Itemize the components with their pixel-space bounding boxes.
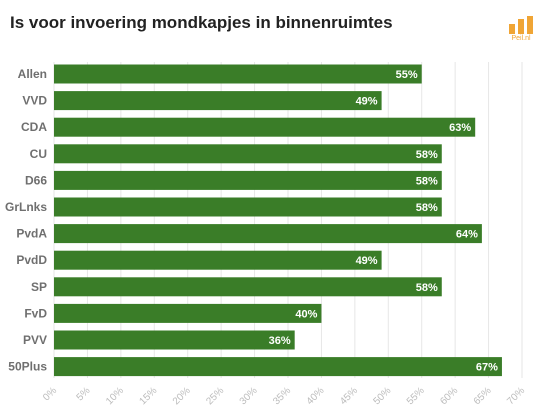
x-tick-label: 60% [438, 385, 460, 407]
category-label: PVV [23, 333, 47, 347]
x-tick-label: 40% [305, 385, 327, 407]
x-tick-label: 45% [338, 385, 360, 407]
bar-pvdd [54, 250, 382, 270]
bar-grlnks [54, 197, 442, 217]
bar-50plus [54, 357, 502, 377]
value-label: 49% [356, 255, 378, 267]
x-tick-label: 10% [104, 385, 126, 407]
value-label: 64% [456, 229, 478, 241]
bar-chart-logo-icon [509, 16, 533, 34]
value-label: 63% [449, 122, 471, 134]
x-tick-label: 25% [204, 385, 226, 407]
category-label: VVD [22, 94, 47, 108]
value-label: 58% [416, 175, 438, 187]
value-label: 67% [476, 362, 498, 374]
category-label: CDA [21, 120, 47, 134]
x-tick-label: 65% [472, 385, 494, 407]
category-label: PvdD [16, 253, 47, 267]
x-tick-label: 15% [137, 385, 159, 407]
category-label: SP [31, 280, 47, 294]
bar-pvv [54, 330, 295, 350]
value-label: 58% [416, 149, 438, 161]
category-label: Allen [18, 67, 47, 81]
x-tick-label: 55% [405, 385, 427, 407]
bar-sp [54, 277, 442, 297]
x-tick-label: 0% [41, 385, 59, 403]
x-tick-label: 5% [75, 385, 93, 403]
logo-text: Peil.nl [511, 35, 531, 42]
grid-lines [53, 62, 523, 378]
category-label: PvdA [16, 227, 47, 241]
x-tick-label: 50% [371, 385, 393, 407]
bar-vvd [54, 91, 382, 111]
bar-cda [54, 117, 476, 137]
value-label: 58% [416, 282, 438, 294]
x-tick-label: 35% [271, 385, 293, 407]
category-label: D66 [25, 173, 47, 187]
x-tick-label: 70% [505, 385, 527, 407]
bars [54, 64, 502, 377]
bar-allen [54, 64, 422, 84]
value-label: 36% [269, 335, 291, 347]
category-label: 50Plus [8, 360, 47, 374]
chart-title: Is voor invoering mondkapjes in binnenru… [10, 13, 393, 32]
bar-d66 [54, 170, 442, 190]
bar-fvd [54, 303, 322, 323]
x-tick-label: 30% [238, 385, 260, 407]
bar-pvda [54, 224, 482, 244]
category-label: CU [30, 147, 47, 161]
category-label: GrLnks [5, 200, 47, 214]
bar-cu [54, 144, 442, 164]
x-tick-label: 20% [171, 385, 193, 407]
peil-logo: Peil.nl [506, 16, 536, 44]
value-label: 58% [416, 202, 438, 214]
value-label: 49% [356, 96, 378, 108]
value-label: 40% [295, 308, 317, 320]
category-label: FvD [24, 306, 47, 320]
value-label: 55% [396, 69, 418, 81]
